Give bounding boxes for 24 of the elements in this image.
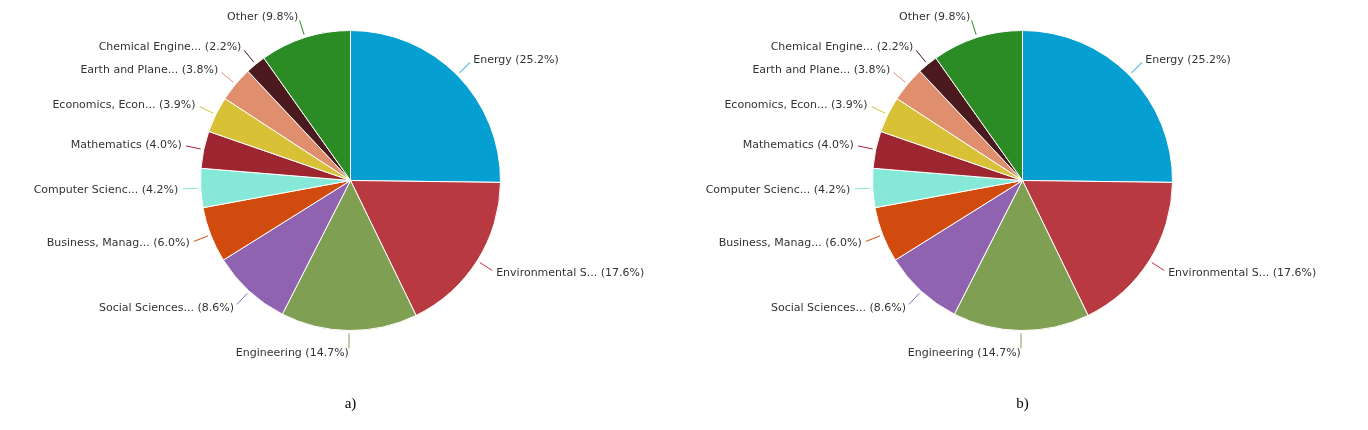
slice-label: Chemical Engine... (2.2%): [98, 40, 242, 54]
slice-label: Earth and Plane... (3.8%): [752, 63, 891, 77]
text: a): [344, 394, 357, 412]
slice-label: Earth and Plane... (3.8%): [80, 63, 219, 77]
slice-label: Business, Manag... (6.0%): [718, 236, 862, 250]
slice-label: Social Sciences... (8.6%): [99, 301, 235, 315]
slice-label: Engineering (14.7%): [235, 346, 349, 360]
slice-label: Computer Scienc... (4.2%): [705, 182, 851, 196]
slice-label: Computer Scienc... (4.2%): [33, 182, 179, 196]
slice-label: Engineering (14.7%): [907, 346, 1021, 360]
slice-label: Economics, Econ... (3.9%): [724, 98, 868, 112]
slice-label: Social Sciences... (8.6%): [771, 301, 907, 315]
slice-label: Environmental S... (17.6%): [496, 266, 645, 280]
text: b): [1016, 394, 1029, 412]
slice-label: Economics, Econ... (3.9%): [52, 98, 196, 112]
slice-label: Other (9.8%): [226, 9, 299, 23]
slice-label: Mathematics (4.0%): [742, 138, 854, 152]
slice-label: Energy (25.2%): [473, 52, 559, 66]
slice-label: Business, Manag... (6.0%): [46, 236, 190, 250]
slice-label: Mathematics (4.0%): [70, 138, 182, 152]
slice-label: Environmental S... (17.6%): [1168, 266, 1317, 280]
slice-label: Energy (25.2%): [1145, 52, 1231, 66]
slice-label: Other (9.8%): [898, 9, 971, 23]
slice-label: Chemical Engine... (2.2%): [770, 40, 914, 54]
